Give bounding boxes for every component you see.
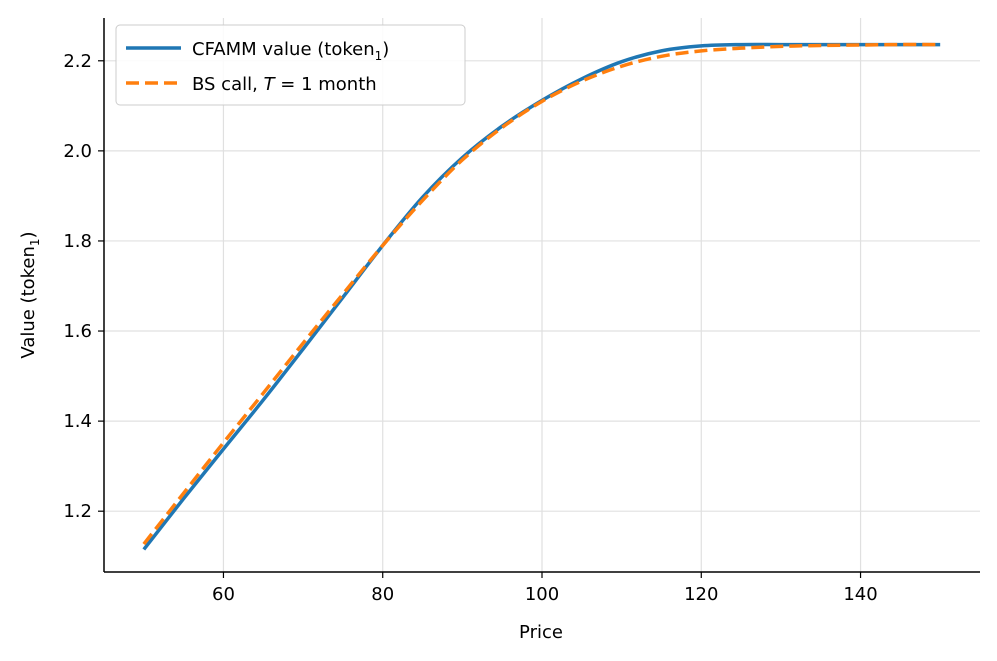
y-tick-label: 1.2 — [63, 501, 92, 522]
x-tick-label: 80 — [371, 584, 394, 605]
series-line-bs-call — [142, 42, 941, 546]
y-tick-label: 2.2 — [63, 51, 92, 72]
ticks: 60 80 100 120 140 1.2 1.4 1.6 1.8 2.0 2.2 — [63, 51, 877, 605]
x-tick-label: 120 — [684, 584, 718, 605]
legend-label-bs-call: BS call, T = 1 month — [192, 74, 377, 95]
legend: CFAMM value (token1) BS call, T = 1 mont… — [115, 24, 466, 106]
y-tick-label: 1.4 — [63, 411, 92, 432]
legend-label-cfamm: CFAMM value (token1) — [192, 39, 389, 63]
y-tick-label: 1.6 — [63, 321, 92, 342]
x-axis-title: Price — [519, 622, 563, 643]
legend-box — [115, 24, 466, 106]
x-tick-label: 140 — [843, 584, 877, 605]
y-tick-label: 2.0 — [63, 141, 92, 162]
x-tick-label: 60 — [212, 584, 235, 605]
x-tick-label: 100 — [525, 584, 559, 605]
y-tick-label: 1.8 — [63, 231, 92, 252]
y-axis-title: Value (token1) — [18, 231, 42, 358]
series-group — [142, 42, 941, 551]
